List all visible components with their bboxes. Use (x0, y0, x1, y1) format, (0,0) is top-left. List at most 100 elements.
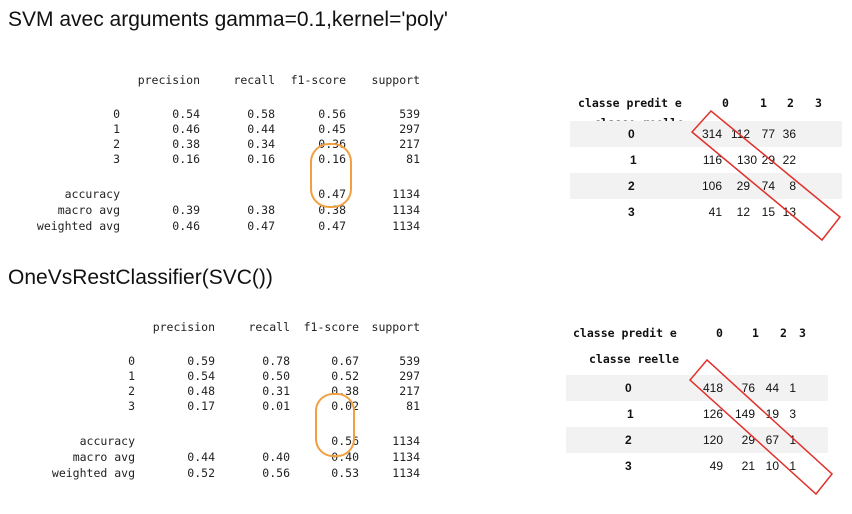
recall-value: 0.56 (262, 466, 290, 480)
support-value: 81 (406, 399, 420, 413)
row-label: 3 (128, 399, 135, 413)
precision-value: 0.38 (172, 137, 200, 151)
matrix-cell: 13 (782, 205, 796, 219)
matrix-row: 2 120 29 67 1 (566, 427, 828, 453)
support-value: 217 (399, 137, 420, 151)
matrix-cell: 36 (782, 127, 796, 141)
f1-value: 0.56 (331, 434, 359, 448)
summary-label: accuracy (79, 434, 135, 448)
precision-value: 0.39 (172, 203, 200, 217)
col-header-label: classe predit e (578, 96, 682, 110)
support-value: 1134 (392, 219, 420, 233)
col-label: 3 (815, 96, 822, 110)
row-label: 2 (113, 137, 120, 151)
support-value: 1134 (392, 203, 420, 217)
matrix-cell: 8 (789, 179, 796, 193)
recall-value: 0.58 (247, 107, 275, 121)
support-value: 1134 (392, 434, 420, 448)
f1-value: 0.45 (318, 122, 346, 136)
f1-value: 0.36 (318, 137, 346, 151)
row-label: 1 (113, 122, 120, 136)
row-label: 0 (113, 107, 120, 121)
recall-value: 0.01 (262, 399, 290, 413)
summary-label: accuracy (64, 187, 120, 201)
support-value: 81 (406, 152, 420, 166)
support-value: 1134 (392, 187, 420, 201)
precision-value: 0.44 (187, 450, 215, 464)
f1-value: 0.52 (331, 369, 359, 383)
support-value: 539 (399, 354, 420, 368)
recall-value: 0.16 (247, 152, 275, 166)
row-label: 2 (628, 179, 635, 193)
recall-value: 0.47 (247, 219, 275, 233)
matrix-row: 3 41 12 15 13 (570, 199, 842, 225)
recall-value: 0.50 (262, 369, 290, 383)
row-label: 0 (625, 381, 632, 395)
summary-label: weighted avg (36, 219, 120, 233)
precision-value: 0.54 (172, 107, 200, 121)
row-label: 0 (128, 354, 135, 368)
f1-value: 0.53 (331, 466, 359, 480)
recall-value: 0.34 (247, 137, 275, 151)
header-support: support (371, 320, 420, 334)
header-f1-score: f1-score (303, 320, 359, 334)
f1-value: 0.47 (318, 219, 346, 233)
section2-confusion-matrix: classe predit e 0 1 2 3 classe reelle 0 … (566, 320, 828, 490)
support-value: 1134 (392, 450, 420, 464)
col-label: 2 (780, 326, 787, 340)
matrix-cell: 1 (789, 459, 796, 473)
matrix-cell: 41 (708, 205, 722, 219)
precision-value: 0.46 (172, 122, 200, 136)
support-value: 297 (399, 369, 420, 383)
row-label: 2 (128, 384, 135, 398)
matrix-row: 1 116 130 29 22 (570, 147, 842, 173)
header-precision: precision (152, 320, 215, 334)
support-value: 297 (399, 122, 420, 136)
row-label: 3 (113, 152, 120, 166)
col-label: 2 (787, 96, 794, 110)
header-recall: recall (233, 73, 275, 87)
summary-label: macro avg (72, 450, 135, 464)
f1-value: 0.02 (331, 399, 359, 413)
matrix-cell: 120 (702, 433, 723, 447)
matrix-cell: 418 (702, 381, 723, 395)
header-f1-score: f1-score (290, 73, 346, 87)
matrix-cell: 1 (789, 381, 796, 395)
matrix-cell: 1 (789, 433, 796, 447)
row-label: 2 (625, 433, 632, 447)
matrix-row: 3 49 21 10 1 (566, 453, 828, 479)
col-header-label: classe predit e (573, 326, 677, 340)
f1-value: 0.47 (318, 187, 346, 201)
matrix-cell: 22 (782, 153, 796, 167)
matrix-cell: 49 (709, 459, 723, 473)
matrix-cell: 314 (701, 127, 722, 141)
col-label: 1 (760, 96, 767, 110)
support-value: 217 (399, 384, 420, 398)
precision-value: 0.16 (172, 152, 200, 166)
support-value: 1134 (392, 466, 420, 480)
precision-value: 0.48 (187, 384, 215, 398)
section1-title: SVM avec arguments gamma=0.1,kernel='pol… (8, 8, 448, 31)
col-label: 0 (716, 326, 723, 340)
matrix-cell: 106 (701, 179, 722, 193)
row-label: 3 (625, 459, 632, 473)
header-support: support (371, 73, 420, 87)
matrix-row: 1 126 149 19 3 (566, 401, 828, 427)
row-label: 1 (128, 369, 135, 383)
precision-value: 0.46 (172, 219, 200, 233)
f1-value: 0.56 (318, 107, 346, 121)
section2-title: OneVsRestClassifier(SVC()) (8, 266, 273, 289)
matrix-cell: 116 (702, 153, 722, 167)
recall-value: 0.31 (262, 384, 290, 398)
precision-value: 0.54 (187, 369, 215, 383)
recall-value: 0.40 (262, 450, 290, 464)
recall-value: 0.78 (262, 354, 290, 368)
recall-value: 0.44 (247, 122, 275, 136)
col-label: 1 (752, 326, 759, 340)
precision-value: 0.52 (187, 466, 215, 480)
matrix-row: 0 314 112 77 36 (570, 121, 842, 147)
matrix-cell: 126 (702, 407, 723, 421)
matrix-row: 2 106 29 74 8 (570, 173, 842, 199)
f1-value: 0.38 (318, 203, 346, 217)
support-value: 539 (399, 107, 420, 121)
